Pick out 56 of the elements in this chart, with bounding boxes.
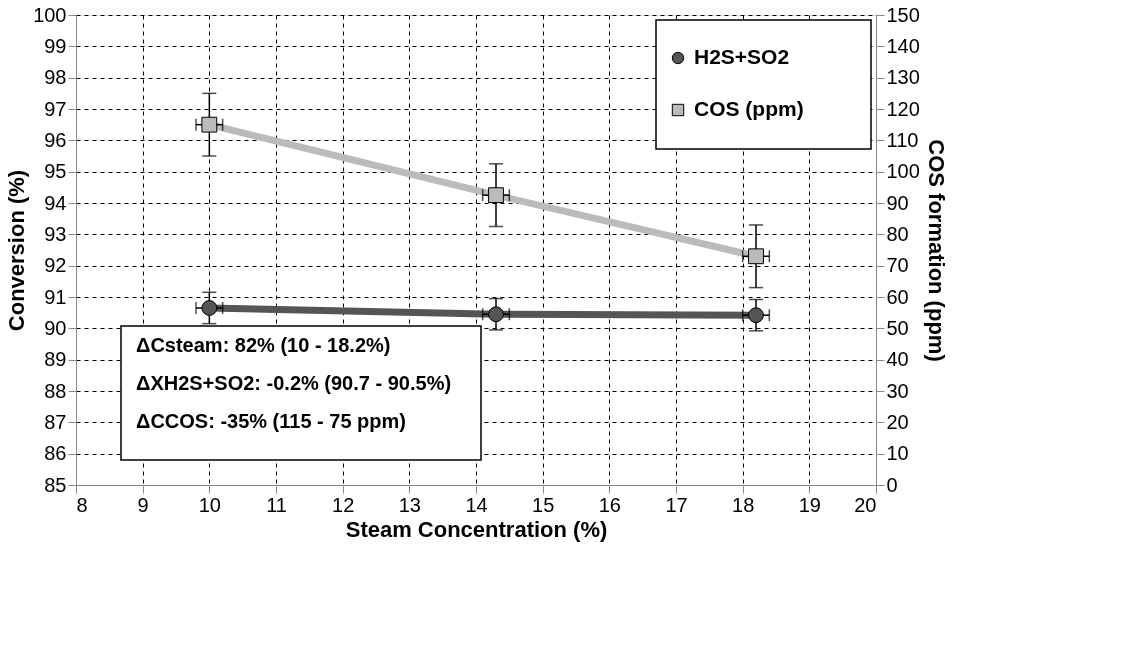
x-tick-label: 9: [137, 493, 149, 516]
y2-tick-label: 30: [886, 379, 909, 402]
y2-tick-label: 130: [886, 66, 920, 89]
x-tick-label: 13: [398, 493, 421, 516]
y-tick-label: 99: [44, 34, 67, 57]
y-tick-label: 92: [44, 254, 67, 277]
y-tick-label: 97: [44, 97, 67, 120]
y2-tick-label: 10: [886, 442, 909, 465]
y2-tick-label: 140: [886, 34, 920, 57]
y-tick-label: 85: [44, 473, 67, 496]
y2-tick-label: 120: [886, 97, 920, 120]
x-tick-label: 18: [732, 493, 755, 516]
x-tick-label: 11: [266, 493, 287, 516]
x-tick-label: 8: [76, 493, 88, 516]
y2-tick-label: 60: [886, 285, 909, 308]
y-tick-label: 94: [44, 191, 67, 214]
x-tick-label: 16: [598, 493, 621, 516]
y2-tick-label: 20: [886, 410, 909, 433]
point: [748, 248, 764, 265]
annotation: ΔXH2S+SO2: -0.2% (90.7 - 90.5%): [136, 372, 452, 394]
x-tick-label: 17: [665, 493, 688, 516]
y-tick-label: 93: [44, 222, 67, 245]
x-tick-label: 14: [465, 493, 488, 516]
y2-tick-label: 40: [886, 348, 909, 371]
y2-tick-label: 110: [886, 128, 919, 151]
y-tick-label: 87: [44, 410, 67, 433]
x-tick-label: 10: [198, 493, 221, 516]
y-tick-label: 90: [44, 316, 67, 339]
y2-tick-label: 0: [886, 473, 898, 496]
legend-label: H2S+SO2: [694, 45, 790, 68]
y2-tick-label: 70: [886, 254, 909, 277]
x-tick-label: 15: [532, 493, 555, 516]
annotation: ΔCsteam: 82% (10 - 18.2%): [136, 334, 391, 356]
y-tick-label: 100: [33, 3, 67, 26]
y2-tick-label: 80: [886, 222, 909, 245]
y2-axis-title: COS formation (ppm): [923, 139, 949, 362]
y-tick-label: 91: [44, 285, 67, 308]
y-tick-label: 88: [44, 379, 67, 402]
y-tick-label: 95: [44, 160, 67, 183]
point: [488, 187, 504, 204]
y-tick-label: 96: [44, 128, 67, 151]
point: [201, 116, 218, 133]
y2-tick-label: 50: [886, 316, 909, 339]
y-axis-title: Conversion (%): [4, 169, 30, 332]
annotation: ΔCCOS: -35% (115 - 75 ppm): [136, 410, 406, 432]
x-tick-label: 19: [798, 493, 821, 516]
y2-tick-label: 100: [886, 160, 920, 183]
x-tick-label: 20: [854, 493, 877, 516]
y-tick-label: 86: [44, 442, 67, 465]
y-tick-label: 98: [44, 66, 67, 89]
y2-tick-label: 90: [886, 191, 909, 214]
legend-label: COS (ppm): [694, 97, 804, 120]
y2-tick-label: 150: [886, 3, 920, 26]
x-axis-title: Steam Concentration (%): [345, 516, 608, 542]
y-tick-label: 89: [44, 348, 67, 371]
x-tick-label: 12: [332, 493, 355, 516]
